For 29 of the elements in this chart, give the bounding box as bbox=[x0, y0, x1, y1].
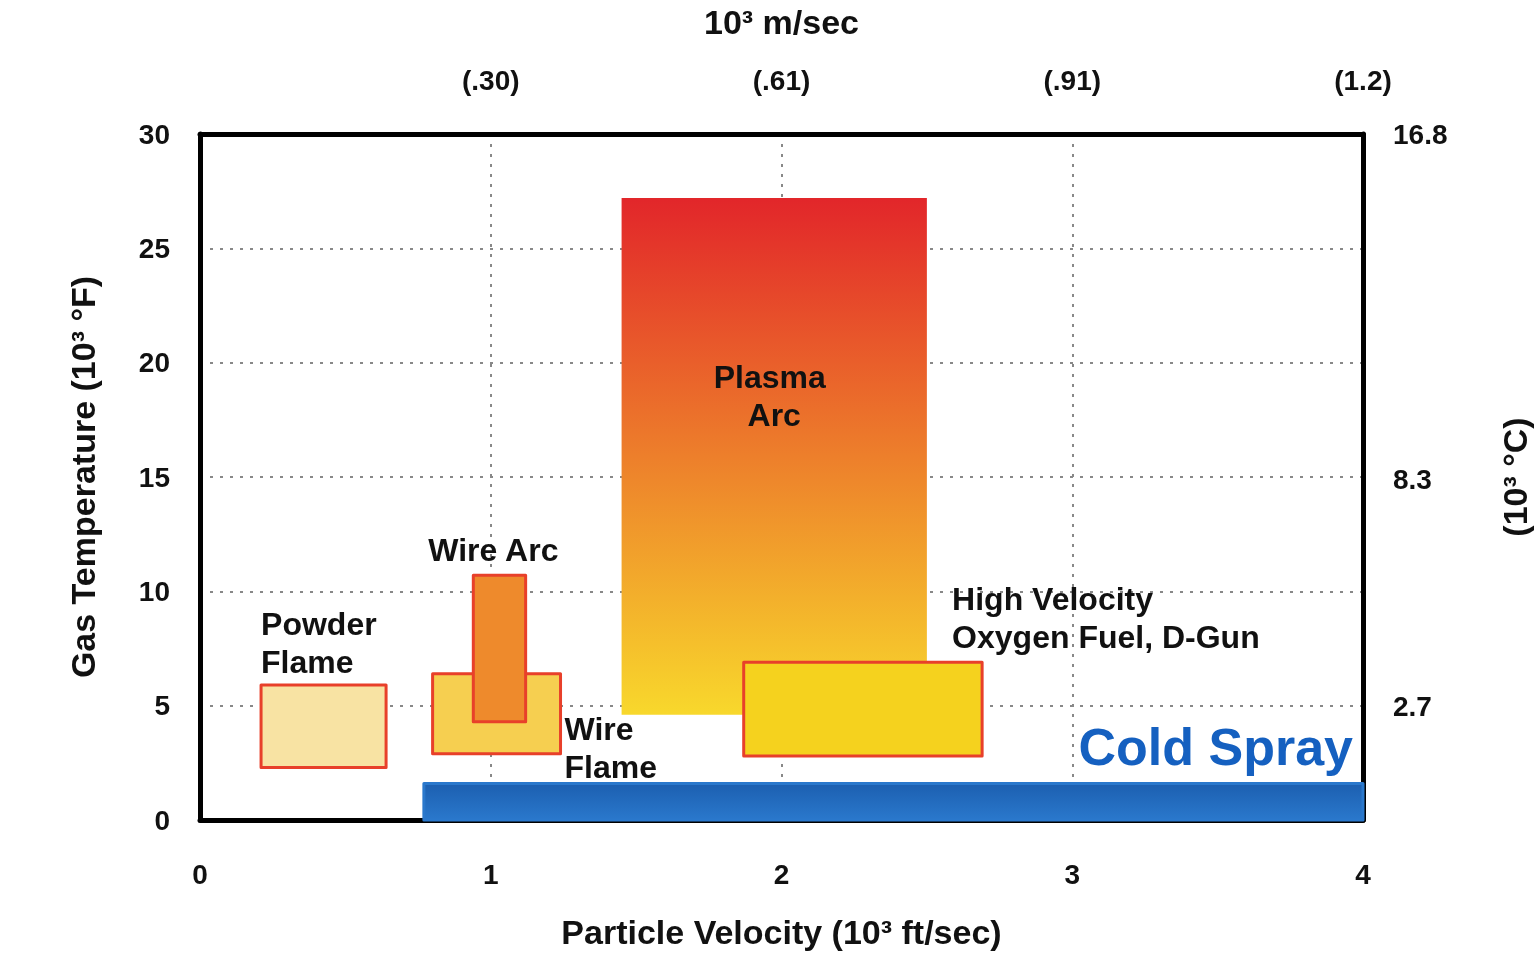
x2-tick-label: (1.2) bbox=[1334, 64, 1392, 96]
series-label: Cold Spray bbox=[1078, 718, 1354, 777]
x-tick-label: 4 bbox=[1355, 858, 1372, 890]
y-axis-title: Gas Temperature (10³ °F) bbox=[64, 275, 102, 679]
y-tick-label: 30 bbox=[138, 118, 170, 150]
x-tick-label: 3 bbox=[1064, 858, 1081, 890]
y2-tick-label: 8.3 bbox=[1393, 463, 1432, 495]
y2-tick-label: 2.7 bbox=[1393, 690, 1432, 722]
x-tick-label: 2 bbox=[773, 858, 790, 890]
x-axis-title: Particle Velocity (10³ ft/sec) bbox=[561, 913, 1002, 951]
x2-axis-title: 10³ m/sec bbox=[704, 3, 859, 41]
series-label: Plasma Arc bbox=[713, 359, 835, 434]
series-label: Powder Flame bbox=[261, 606, 386, 681]
x2-tick-label: (.91) bbox=[1043, 64, 1102, 96]
y2-tick-label: 16.8 bbox=[1393, 118, 1448, 150]
y-tick-label: 25 bbox=[138, 232, 170, 264]
series-label: Wire Flame bbox=[564, 710, 658, 785]
x-tick-label: 0 bbox=[192, 858, 208, 890]
y-tick-label: 10 bbox=[138, 575, 170, 607]
x-tick-label: 1 bbox=[482, 858, 499, 890]
y-tick-label: 0 bbox=[154, 804, 170, 836]
y-tick-label: 15 bbox=[138, 461, 170, 493]
series-label: Wire Arc bbox=[428, 532, 559, 569]
y2-axis-title: (10³ °C) bbox=[1496, 417, 1534, 537]
x2-tick-label: (.30) bbox=[461, 64, 520, 96]
y-tick-label: 5 bbox=[154, 690, 170, 722]
y-tick-label: 20 bbox=[138, 347, 170, 379]
series-label: High Velocity Oxygen Fuel, D-Gun bbox=[952, 581, 1260, 656]
x2-tick-label: (.61) bbox=[752, 64, 811, 96]
